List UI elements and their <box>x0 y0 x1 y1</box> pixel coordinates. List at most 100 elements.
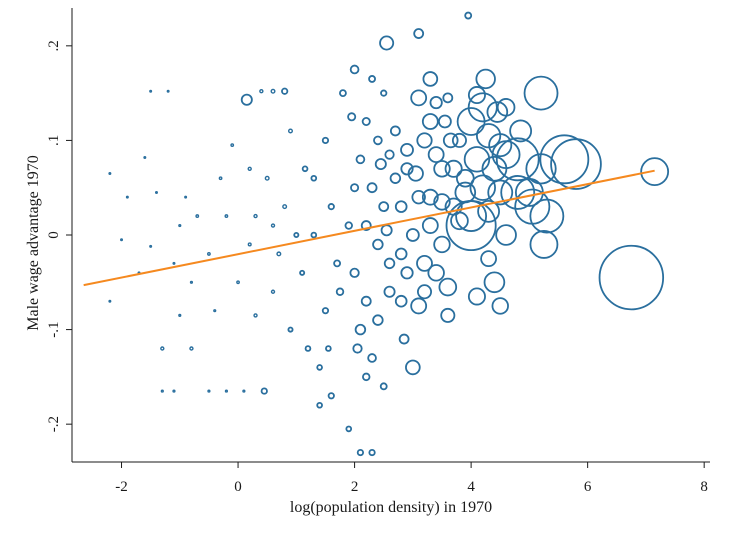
data-point <box>400 335 409 344</box>
data-point <box>179 225 181 227</box>
data-point <box>226 390 228 392</box>
data-point <box>401 267 412 278</box>
data-point <box>423 218 438 233</box>
data-point <box>289 129 293 133</box>
data-point <box>243 390 245 392</box>
data-point <box>600 246 664 310</box>
data-point <box>323 138 328 143</box>
data-point <box>196 215 198 217</box>
y-axis-title: Male wage advantage 1970 <box>25 155 42 330</box>
x-axis-title: log(population density) in 1970 <box>290 499 492 516</box>
data-point <box>161 390 163 392</box>
data-point <box>340 90 346 96</box>
data-point <box>346 426 351 431</box>
data-point <box>150 246 152 248</box>
data-point <box>248 243 251 246</box>
data-point <box>272 290 275 293</box>
data-point <box>551 139 601 189</box>
data-point <box>357 155 365 163</box>
data-point <box>381 383 387 389</box>
data-point <box>353 344 361 352</box>
data-point <box>254 314 257 317</box>
x-tick-label: 2 <box>351 479 359 495</box>
fit-line <box>84 171 655 285</box>
data-point <box>423 72 437 86</box>
data-point <box>476 70 495 89</box>
data-point <box>109 173 111 175</box>
data-point <box>469 288 485 304</box>
data-point <box>173 263 175 265</box>
data-point <box>167 90 169 92</box>
data-point <box>465 13 471 19</box>
y-tick-label: .1 <box>46 135 62 146</box>
data-point <box>396 296 407 307</box>
data-point <box>369 450 374 455</box>
data-point <box>306 346 311 351</box>
data-point <box>382 225 392 235</box>
data-point <box>337 288 344 295</box>
data-point <box>441 309 454 322</box>
y-tick-label: -.2 <box>46 416 62 432</box>
data-point <box>231 144 233 146</box>
data-point <box>407 229 419 241</box>
data-point <box>271 89 275 93</box>
data-point <box>384 287 394 297</box>
data-point <box>358 450 363 455</box>
data-point <box>127 196 129 198</box>
data-point <box>396 201 407 212</box>
data-point <box>385 150 393 158</box>
data-point <box>214 310 216 312</box>
data-point <box>190 347 193 350</box>
data-point <box>150 90 152 92</box>
data-point <box>362 297 371 306</box>
data-point <box>439 116 451 128</box>
data-point <box>418 285 431 298</box>
data-point <box>376 159 386 169</box>
data-point <box>317 403 322 408</box>
x-tick-label: -2 <box>115 479 128 495</box>
data-point <box>208 390 210 392</box>
data-point <box>303 166 308 171</box>
data-point <box>373 240 383 250</box>
data-point <box>351 184 358 191</box>
data-point <box>401 144 413 156</box>
x-tick-label: 0 <box>234 479 242 495</box>
data-point <box>369 76 375 82</box>
data-point <box>219 177 221 179</box>
data-point <box>414 29 423 38</box>
axes <box>72 8 710 462</box>
y-ticks: -.2-.10.1.2 <box>46 40 72 432</box>
data-point <box>485 272 505 292</box>
data-point <box>530 231 557 258</box>
data-point <box>144 157 146 159</box>
data-point <box>326 346 331 351</box>
data-point <box>444 134 458 148</box>
data-point <box>254 215 257 218</box>
data-point <box>237 281 239 283</box>
data-point <box>329 393 334 398</box>
data-point <box>417 133 431 147</box>
data-point <box>379 202 388 211</box>
data-point <box>262 388 267 393</box>
data-point <box>423 114 438 129</box>
data-point <box>430 97 441 108</box>
data-point <box>368 183 377 192</box>
data-point <box>428 265 444 281</box>
data-point <box>191 281 193 283</box>
data-point <box>439 279 456 296</box>
data-point <box>311 176 316 181</box>
data-point <box>496 225 516 245</box>
data-point <box>288 327 292 331</box>
data-point <box>161 347 164 350</box>
data-point <box>446 161 462 177</box>
data-point <box>334 260 340 266</box>
data-point <box>465 147 490 172</box>
data-point <box>380 36 393 49</box>
data-points <box>109 13 668 456</box>
data-point <box>350 269 358 277</box>
data-point <box>385 259 395 269</box>
data-point <box>323 308 328 313</box>
data-point <box>121 239 123 241</box>
data-point <box>294 233 298 237</box>
